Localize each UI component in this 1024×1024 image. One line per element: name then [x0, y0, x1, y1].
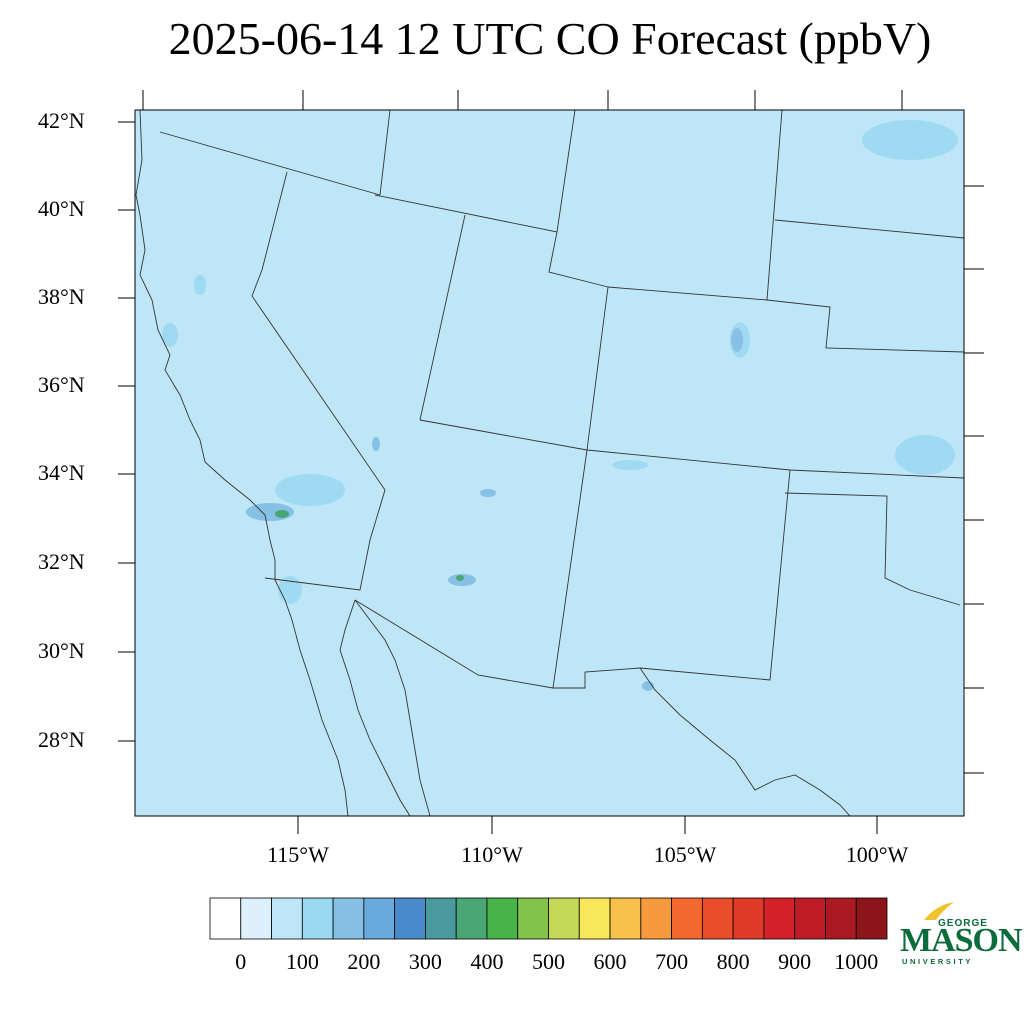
colorbar-swatch	[363, 897, 396, 940]
gmu-logo: GEORGE MASON UNIVERSITY	[900, 898, 1023, 968]
colorbar-swatch	[240, 897, 272, 940]
colorbar-swatch	[425, 897, 457, 940]
colorbar-label: 200	[347, 949, 381, 974]
lon-label-100: 100°W	[845, 842, 909, 867]
colorbar-swatch	[732, 897, 765, 940]
lon-label-105: 105°W	[653, 842, 717, 867]
lat-label-32: 32°N	[38, 549, 85, 574]
ne-sd-border	[774, 219, 964, 239]
map-frame	[134, 109, 965, 817]
map-title: 2025-06-14 12 UTC CO Forecast (ppbV)	[168, 13, 932, 64]
az-mexico-border	[354, 599, 641, 689]
colorbar-swatch	[671, 897, 703, 940]
lat-label-36: 36°N	[38, 372, 85, 397]
pacific-ocean	[135, 110, 330, 816]
colorbar-swatch	[609, 897, 642, 940]
colorbar-label: 400	[470, 949, 504, 974]
az-ut-border	[419, 419, 964, 479]
co-hotspots-peak	[275, 510, 464, 581]
ut-co-border	[586, 286, 609, 451]
lat-label-38: 38°N	[38, 284, 85, 309]
colorbar-swatch	[455, 897, 488, 940]
lon-label-110: 110°W	[461, 842, 523, 867]
colorbar-label: 600	[593, 949, 627, 974]
colorbar-swatch	[763, 897, 796, 940]
az-nm-border	[552, 449, 588, 689]
colorbar-swatch	[548, 897, 580, 940]
colorbar-label: 300	[408, 949, 442, 974]
wy-co-border	[607, 286, 768, 301]
colorbar-label: 700	[655, 949, 689, 974]
colorbar-label: 100	[285, 949, 319, 974]
lat-label-42: 42°N	[38, 108, 85, 133]
ok-tx-border	[784, 492, 961, 606]
logo-university: UNIVERSITY	[902, 957, 974, 966]
colorbar-label: 800	[716, 949, 750, 974]
colorbar-swatch	[701, 897, 734, 940]
colorbar-swatch	[794, 897, 826, 940]
lat-label-30: 30°N	[38, 638, 85, 663]
lat-label-28: 28°N	[38, 727, 85, 752]
colorbar-swatch	[578, 897, 611, 940]
colorbar-swatch	[855, 897, 888, 940]
colorbar-swatch	[394, 897, 426, 940]
colorbar-swatch	[486, 897, 519, 940]
lat-label-40: 40°N	[38, 196, 85, 221]
id-or-border	[379, 110, 391, 196]
logo-george: GEORGE	[938, 918, 988, 929]
nv-ut-border	[419, 214, 466, 421]
colorbar-label: 1000	[834, 949, 879, 974]
or-ca-border	[159, 131, 381, 196]
colorbar-swatch	[301, 897, 334, 940]
colorbar-swatch	[825, 897, 857, 940]
ut-wy-border	[548, 231, 609, 288]
co-ks-border	[766, 299, 964, 353]
colorbar-label: 500	[532, 949, 565, 974]
west-coastline	[135, 110, 349, 816]
lon-label-115: 115°W	[267, 842, 329, 867]
logo-mason: MASON	[900, 922, 1023, 959]
mexico-mainland-coast	[354, 599, 431, 816]
colorbar-swatch	[209, 897, 242, 940]
wy-ne-border	[766, 110, 783, 301]
colorbar-swatch	[517, 897, 549, 940]
colorbar-swatch	[640, 897, 672, 940]
baja-gulf-coast	[339, 599, 411, 816]
colorbar-swatch	[271, 897, 303, 940]
colorbar-label: 900	[778, 949, 812, 974]
ca-az-border	[264, 489, 386, 591]
colorbar-swatch	[332, 897, 365, 940]
colorbar-label: 0	[235, 949, 247, 974]
rio-grande	[639, 667, 851, 816]
flame-icon	[924, 902, 954, 920]
nm-tx-border	[639, 469, 791, 681]
map-ticks	[118, 90, 984, 834]
lat-label-34: 34°N	[38, 460, 85, 485]
ca-nv-border	[251, 171, 386, 491]
